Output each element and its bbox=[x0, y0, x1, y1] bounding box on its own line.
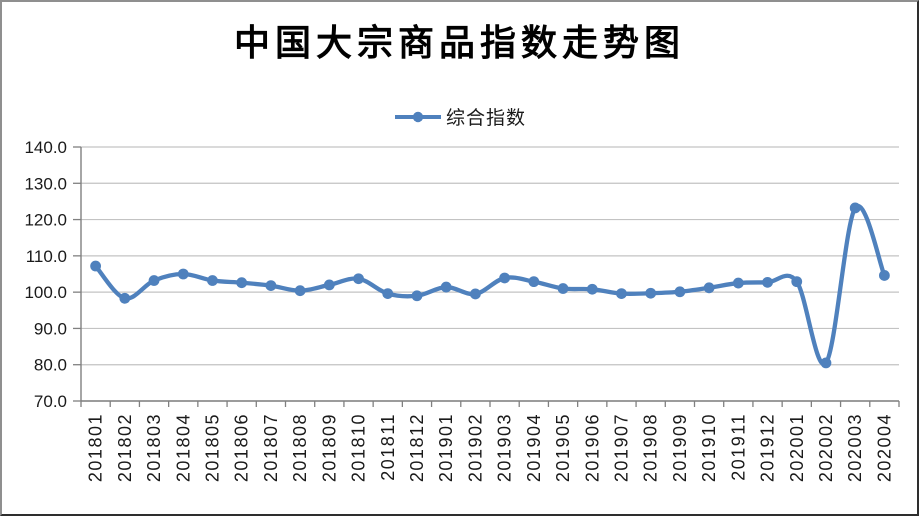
legend: 综合指数 bbox=[2, 103, 917, 130]
chart-title: 中国大宗商品指数走势图 bbox=[233, 22, 685, 64]
x-axis-label: 201907 bbox=[611, 413, 631, 482]
y-axis-label: 110.0 bbox=[26, 247, 67, 266]
y-axis-label: 140.0 bbox=[24, 138, 67, 157]
data-point-marker bbox=[177, 268, 189, 280]
x-axis-label: 201809 bbox=[319, 413, 339, 482]
x-axis-label: 201804 bbox=[173, 413, 193, 482]
x-axis-label: 202004 bbox=[874, 413, 894, 482]
y-axis-label: 70.0 bbox=[34, 392, 67, 411]
x-axis-label: 201906 bbox=[582, 413, 602, 482]
data-point-marker bbox=[586, 283, 598, 295]
x-axis-label: 202003 bbox=[845, 413, 865, 482]
data-point-marker bbox=[236, 277, 248, 289]
data-point-marker bbox=[703, 282, 715, 294]
x-axis-label: 201802 bbox=[115, 413, 135, 482]
x-axis-label: 201912 bbox=[758, 413, 778, 482]
data-point-marker bbox=[323, 279, 335, 291]
data-point-marker bbox=[674, 286, 686, 298]
data-point-marker bbox=[791, 276, 803, 288]
y-axis-label: 120.0 bbox=[24, 211, 67, 230]
data-point-marker bbox=[528, 276, 540, 288]
x-axis-label: 201810 bbox=[349, 413, 369, 482]
data-point-marker bbox=[469, 288, 481, 300]
data-point-marker bbox=[616, 288, 627, 299]
data-point-marker bbox=[294, 285, 306, 297]
data-point-marker bbox=[878, 270, 890, 281]
x-axis-label: 201902 bbox=[465, 413, 485, 482]
y-axis-label: 80.0 bbox=[34, 356, 67, 375]
x-axis-label: 201807 bbox=[261, 413, 281, 482]
x-axis-label: 201910 bbox=[699, 413, 719, 482]
data-point-marker bbox=[119, 292, 131, 304]
data-point-marker bbox=[148, 275, 160, 286]
data-point-marker bbox=[820, 357, 832, 369]
data-point-marker bbox=[557, 283, 569, 294]
x-axis-label: 201806 bbox=[232, 413, 252, 482]
x-axis-label: 201805 bbox=[202, 413, 222, 482]
data-point-marker bbox=[645, 287, 657, 299]
data-point-marker bbox=[411, 290, 423, 302]
x-axis-label: 201808 bbox=[290, 413, 310, 482]
x-axis-label: 201801 bbox=[86, 413, 106, 482]
legend-label: 综合指数 bbox=[445, 108, 526, 129]
data-point-marker bbox=[207, 275, 218, 286]
data-point-marker bbox=[849, 202, 861, 214]
x-axis-label: 201803 bbox=[144, 413, 164, 482]
x-axis-label: 201812 bbox=[407, 413, 427, 482]
x-axis-label: 201903 bbox=[495, 413, 515, 482]
data-point-marker bbox=[265, 280, 277, 292]
data-point-marker bbox=[353, 273, 364, 285]
data-point-marker bbox=[90, 260, 102, 272]
x-axis-label: 201904 bbox=[524, 413, 544, 482]
data-point-marker bbox=[762, 276, 773, 288]
x-axis-label: 201905 bbox=[553, 413, 573, 482]
y-axis-label: 90.0 bbox=[34, 319, 67, 338]
x-axis-label: 201911 bbox=[728, 413, 748, 481]
x-axis-label: 201811 bbox=[378, 413, 398, 481]
x-axis-label: 201901 bbox=[436, 413, 456, 482]
data-point-marker bbox=[382, 288, 394, 299]
x-axis-label: 202002 bbox=[816, 413, 836, 482]
x-axis-label: 202001 bbox=[787, 413, 807, 482]
data-point-marker bbox=[732, 277, 744, 289]
data-point-marker bbox=[499, 272, 511, 284]
y-axis-label: 100.0 bbox=[24, 283, 67, 302]
legend-line-marker-icon bbox=[394, 111, 441, 122]
data-point-marker bbox=[440, 281, 452, 293]
x-axis-label: 201908 bbox=[641, 413, 661, 482]
y-axis-label: 130.0 bbox=[24, 174, 67, 193]
x-axis-label: 201909 bbox=[670, 413, 690, 482]
